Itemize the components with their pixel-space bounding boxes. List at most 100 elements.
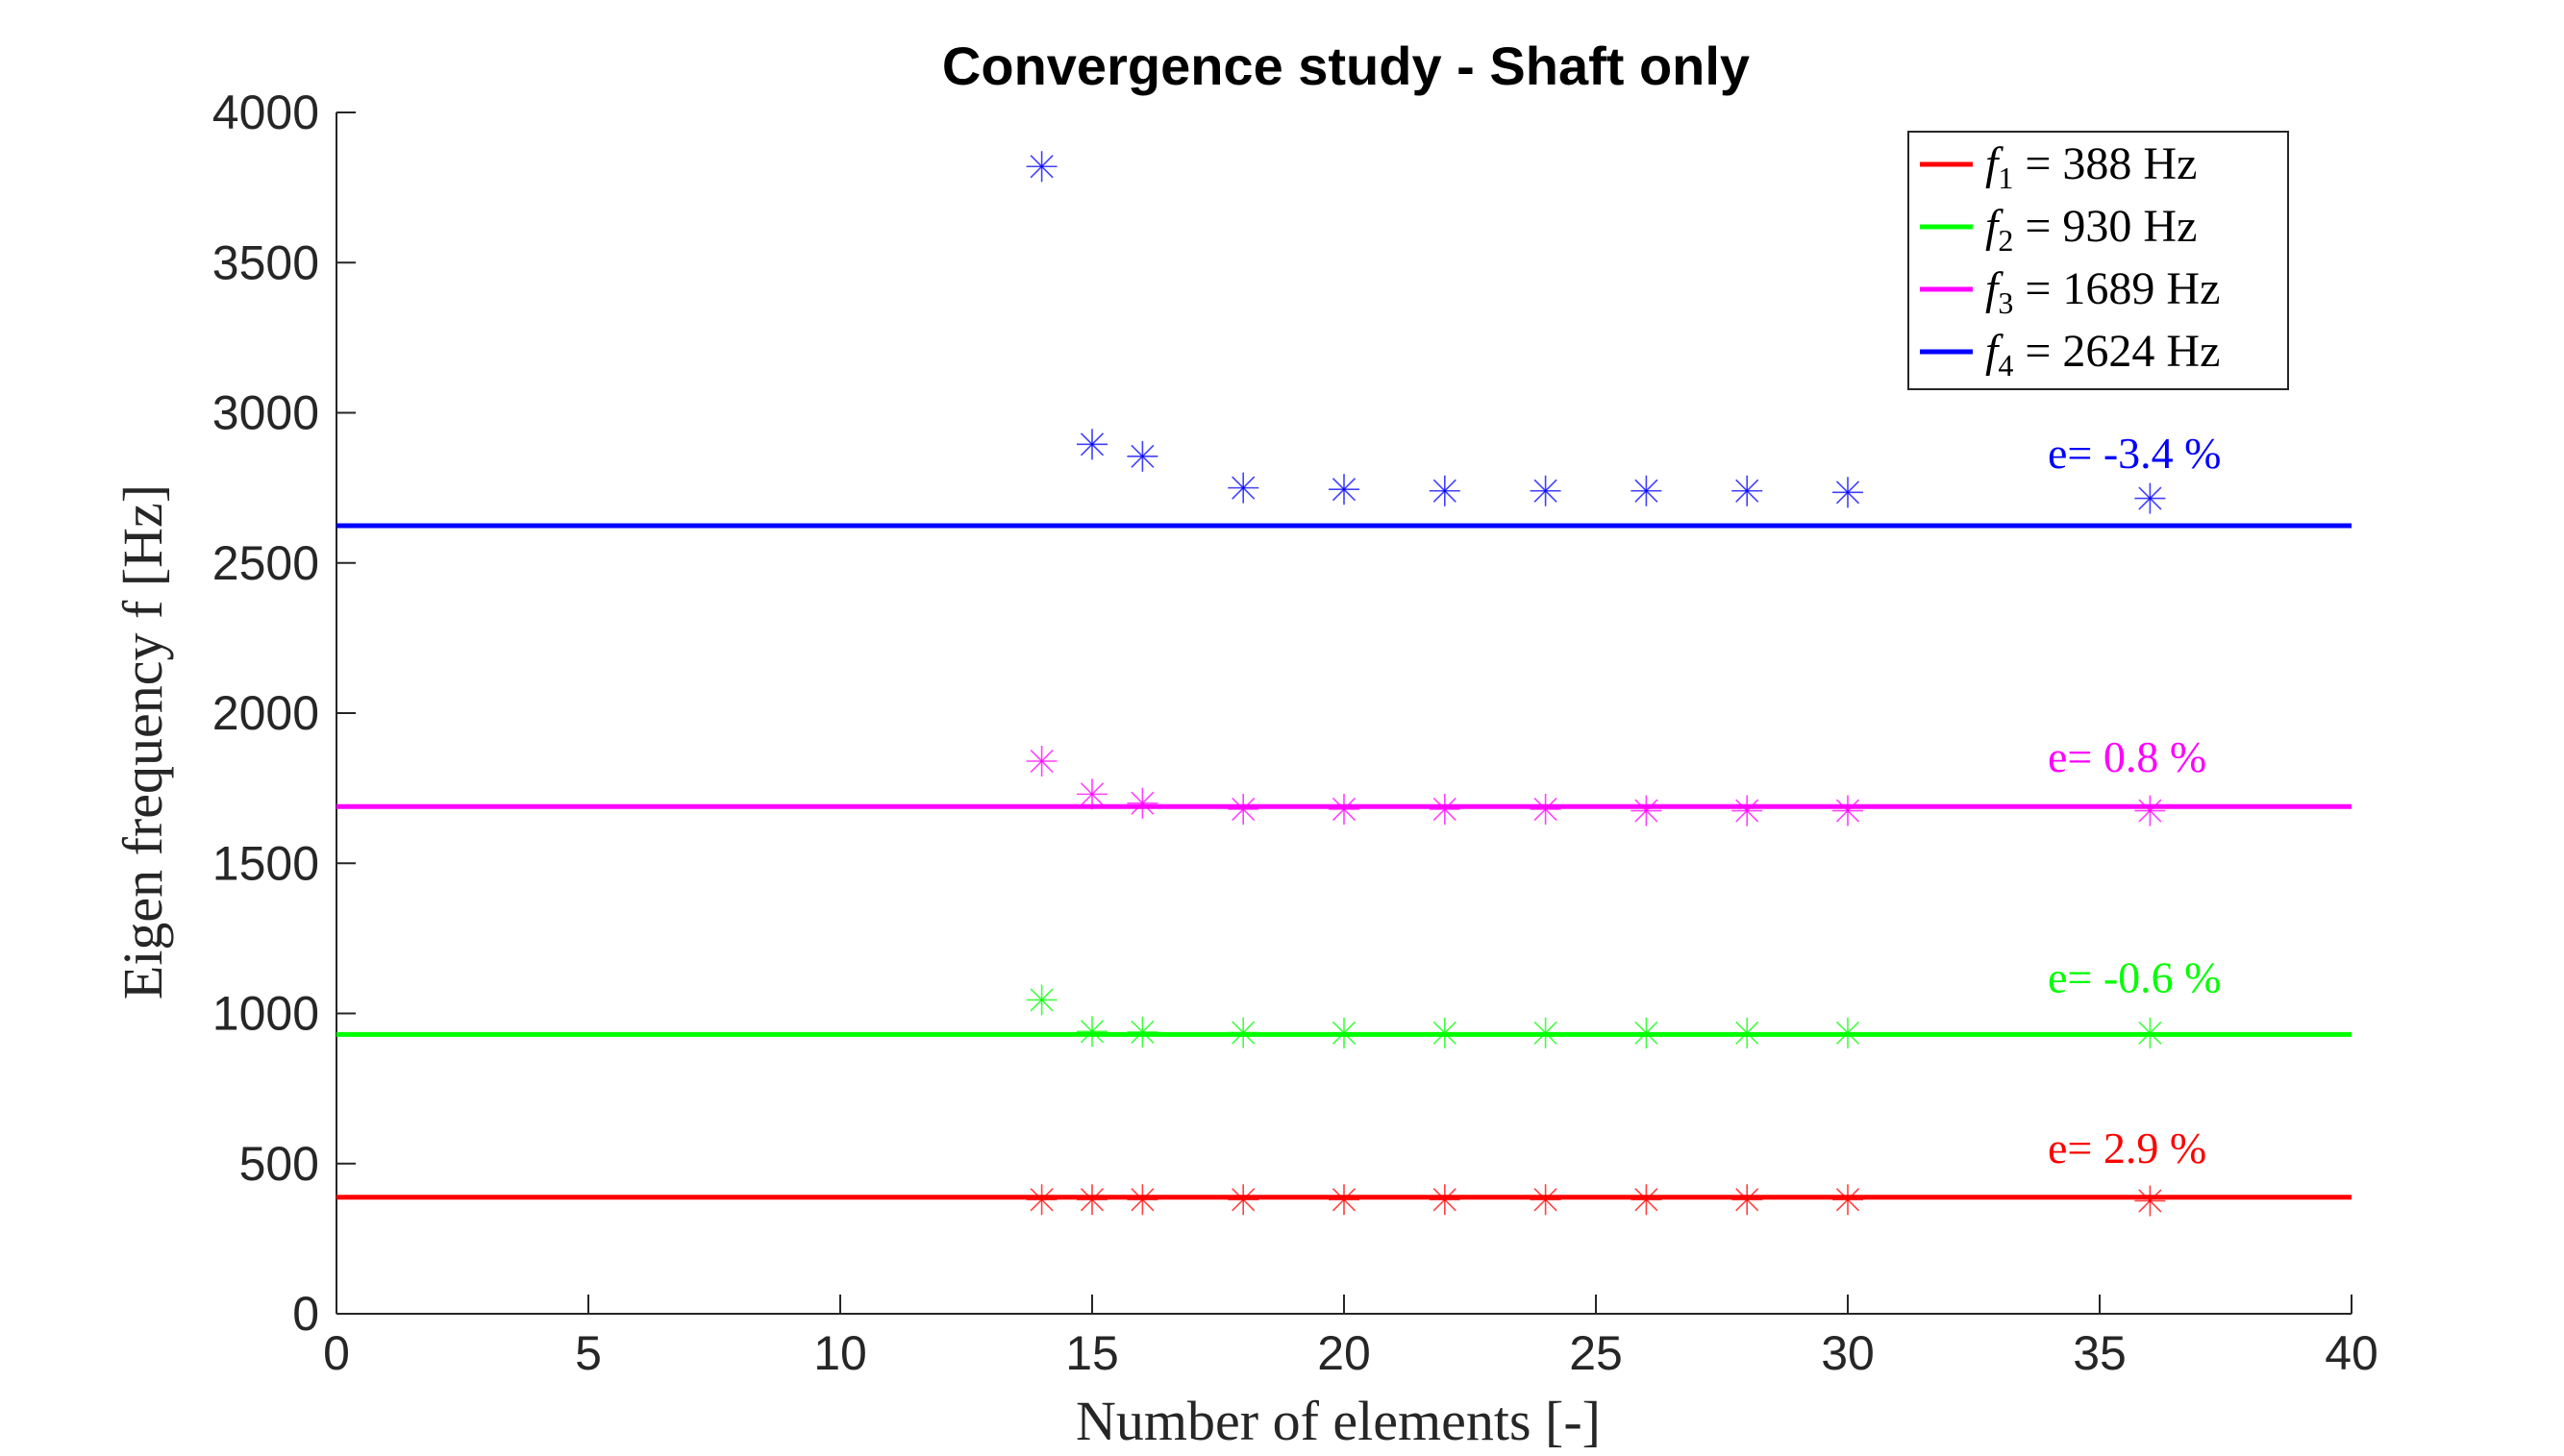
- legend-entry-f1: f1 = 388 Hz: [1985, 138, 2197, 195]
- data-point: [1731, 1184, 1763, 1216]
- data-point: [1329, 794, 1359, 825]
- data-point: [1228, 794, 1259, 825]
- marker-stroke: [2138, 799, 2162, 823]
- series-f2-markers: [1026, 984, 2166, 1049]
- y-tick-label: 2500: [212, 536, 319, 590]
- marker-stroke: [1432, 1021, 1456, 1045]
- marker-stroke: [1332, 1188, 1357, 1212]
- x-tick-label: 10: [813, 1326, 867, 1380]
- data-point: [1127, 787, 1158, 819]
- series-f1-markers: [1026, 1184, 2166, 1217]
- data-point: [1026, 984, 1058, 1016]
- marker-stroke: [1332, 1021, 1357, 1045]
- marker-stroke: [1131, 1020, 1155, 1044]
- data-point: [1429, 1184, 1460, 1216]
- data-point: [1077, 1184, 1108, 1216]
- data-point: [1228, 1184, 1259, 1216]
- marker-stroke: [2138, 1021, 2162, 1045]
- marker-stroke: [1835, 1188, 1860, 1212]
- x-tick-label: 5: [575, 1326, 602, 1380]
- y-tick-label: 3500: [212, 235, 319, 289]
- data-point: [1631, 1184, 1662, 1216]
- marker-stroke: [1634, 1188, 1658, 1212]
- marker-stroke: [1131, 791, 1155, 815]
- marker-stroke: [1735, 799, 1759, 823]
- data-point: [1329, 1184, 1359, 1216]
- x-tick-label: 40: [2325, 1326, 2378, 1380]
- y-tick-label: 0: [292, 1287, 319, 1341]
- y-tick-label: 500: [239, 1137, 319, 1191]
- marker-stroke: [1131, 1188, 1155, 1212]
- y-tick-label: 1500: [212, 836, 319, 890]
- data-point: [1228, 472, 1259, 504]
- data-point: [1631, 795, 1662, 827]
- marker-stroke: [1080, 782, 1105, 806]
- marker-stroke: [1634, 479, 1658, 503]
- y-tick-label: 2000: [212, 686, 319, 740]
- marker-stroke: [1030, 155, 1054, 179]
- data-point: [1832, 1184, 1863, 1216]
- marker-stroke: [1232, 1188, 1256, 1212]
- marker-stroke: [1030, 749, 1054, 774]
- data-point: [1731, 795, 1763, 827]
- marker-stroke: [1332, 797, 1357, 822]
- marker-stroke: [2138, 1189, 2162, 1213]
- marker-stroke: [1432, 797, 1456, 822]
- marker-stroke: [1080, 1188, 1105, 1212]
- marker-stroke: [1735, 1021, 1759, 1045]
- data-point: [1329, 1017, 1359, 1049]
- marker-stroke: [1232, 476, 1256, 500]
- error-annotation-f3: e= 0.8 %: [2048, 732, 2206, 781]
- x-tick-label: 15: [1065, 1326, 1119, 1380]
- data-point: [1530, 1017, 1561, 1049]
- y-axis-label: Eigen frequency f [Hz]: [112, 484, 174, 999]
- x-axis-label: Number of elements [-]: [1076, 1390, 1601, 1452]
- x-tick-label: 20: [1317, 1326, 1371, 1380]
- marker-stroke: [1533, 797, 1557, 822]
- data-point: [1127, 1184, 1158, 1216]
- marker-stroke: [1332, 478, 1357, 502]
- data-point: [1026, 1184, 1058, 1216]
- marker-stroke: [1835, 799, 1860, 823]
- data-point: [2134, 1185, 2166, 1217]
- legend-entry-f4: f4 = 2624 Hz: [1985, 326, 2220, 383]
- data-point: [1832, 795, 1863, 827]
- x-tick-label: 30: [1821, 1326, 1875, 1380]
- data-point: [2134, 1017, 2166, 1049]
- data-point: [1530, 1184, 1561, 1216]
- data-point: [1228, 1017, 1259, 1049]
- error-annotation-f2: e= -0.6 %: [2048, 952, 2222, 1001]
- marker-stroke: [1835, 1021, 1860, 1045]
- marker-stroke: [1533, 1021, 1557, 1045]
- data-point: [2134, 795, 2166, 827]
- marker-stroke: [1030, 988, 1054, 1012]
- data-point: [1832, 477, 1863, 508]
- marker-stroke: [1735, 479, 1759, 503]
- error-annotation-f4: e= -3.4 %: [2048, 429, 2222, 478]
- marker-stroke: [1533, 1188, 1557, 1212]
- marker-stroke: [1030, 1188, 1054, 1212]
- marker-stroke: [1232, 797, 1256, 822]
- marker-stroke: [1634, 1021, 1658, 1045]
- data-point: [1731, 1017, 1763, 1049]
- marker-stroke: [1131, 444, 1155, 468]
- data-point: [1631, 475, 1662, 506]
- x-tick-label: 25: [1569, 1326, 1623, 1380]
- x-tick-label: 35: [2073, 1326, 2127, 1380]
- series-f3-markers: [1026, 746, 2166, 827]
- marker-stroke: [1432, 1188, 1456, 1212]
- error-annotation-f1: e= 2.9 %: [2048, 1123, 2206, 1172]
- data-point: [1077, 1016, 1108, 1048]
- chart-title: Convergence study - Shaft only: [942, 36, 1750, 96]
- data-point: [1832, 1017, 1863, 1049]
- data-point: [1731, 475, 1763, 506]
- legend-box: [1907, 131, 2289, 390]
- data-point: [1631, 1017, 1662, 1049]
- data-point: [1127, 440, 1158, 472]
- data-point: [1127, 1016, 1158, 1048]
- y-tick-label: 4000: [212, 86, 319, 139]
- marker-stroke: [1835, 481, 1860, 505]
